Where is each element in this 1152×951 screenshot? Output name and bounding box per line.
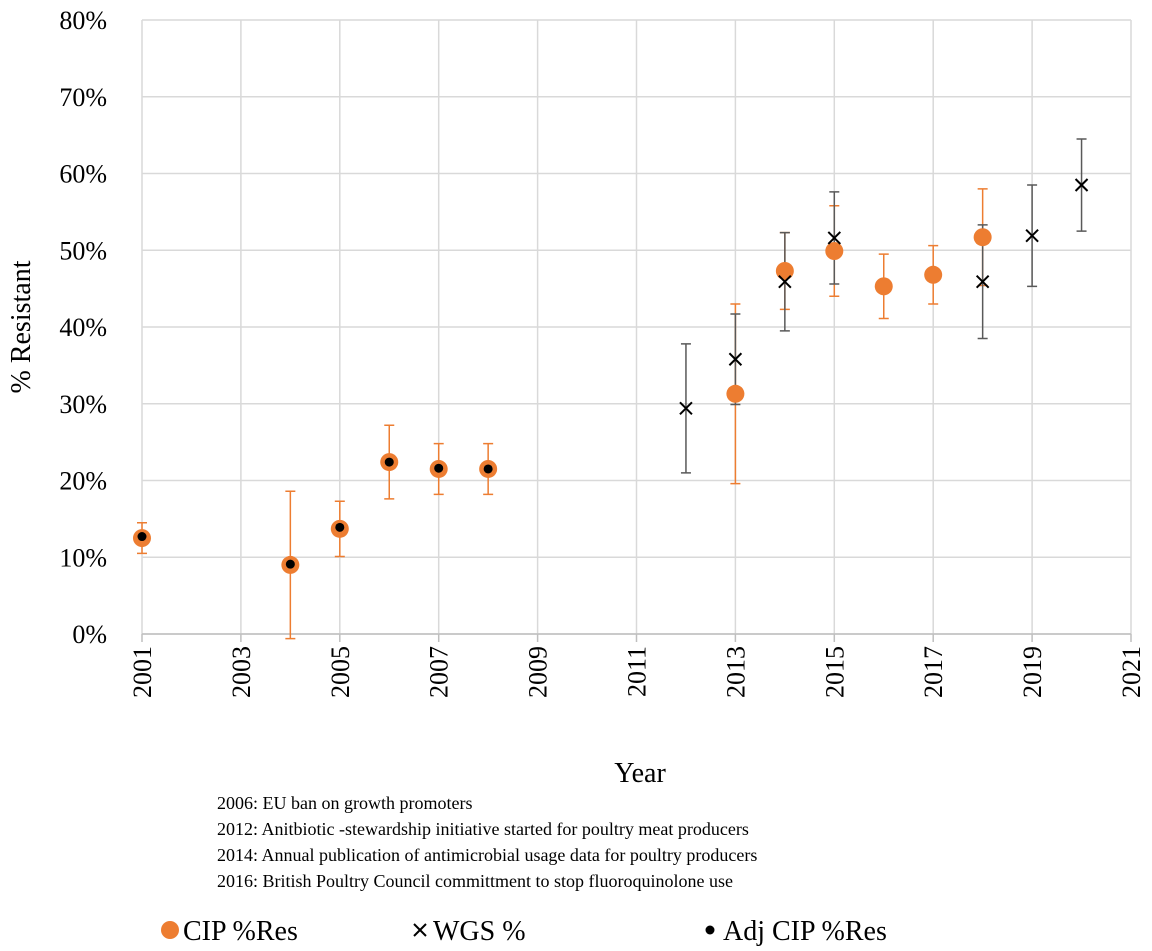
y-axis-title: % Resistant [6, 260, 37, 393]
x-tick-label: 2015 [820, 646, 849, 698]
point [1025, 228, 1039, 243]
point [335, 522, 345, 532]
x-tick-label: 2017 [919, 646, 948, 698]
point [384, 457, 394, 467]
point [679, 401, 693, 416]
legend-label: WGS % [433, 916, 526, 946]
point [285, 559, 295, 569]
x-axis-title: Year [614, 758, 666, 789]
y-tick-label: 30% [59, 390, 107, 419]
x-tick-label: 2011 [623, 646, 652, 697]
point [137, 532, 147, 542]
annotation: 2012: Anitbiotic -stewardship initiative… [217, 819, 749, 839]
point [775, 261, 794, 280]
point [778, 275, 792, 289]
y-tick-label: 50% [59, 236, 107, 265]
annotation: 2014: Annual publication of antimicrobia… [217, 845, 757, 865]
x-tick-label: 2003 [227, 646, 256, 698]
x-tick-label: 2005 [326, 646, 355, 698]
y-tick-label: 20% [59, 467, 107, 496]
x-tick-label: 2009 [524, 646, 553, 698]
point [973, 228, 992, 247]
y-tick-label: 60% [59, 160, 107, 189]
point [874, 277, 893, 296]
annotation: 2006: EU ban on growth promoters [217, 793, 472, 813]
point [434, 463, 444, 473]
x-tick-label: 2001 [128, 646, 157, 698]
x-tick-label: 2021 [1117, 646, 1146, 698]
x-tick-label: 2007 [425, 646, 454, 698]
point [728, 352, 743, 366]
y-tick-label: 70% [59, 83, 107, 112]
legend-marker [413, 923, 427, 937]
y-tick-label: 10% [59, 543, 107, 572]
legend-marker [161, 921, 179, 939]
y-tick-label: 80% [59, 6, 107, 35]
point [726, 384, 745, 403]
y-tick-label: 0% [72, 620, 107, 649]
point [924, 265, 943, 284]
point [975, 275, 990, 289]
legend-label: CIP %Res [183, 916, 298, 946]
point [825, 242, 844, 261]
annotation: 2016: British Poultry Council committmen… [217, 871, 733, 891]
legend-marker [705, 925, 715, 935]
y-tick-label: 40% [59, 313, 107, 342]
point [1074, 178, 1089, 192]
x-tick-label: 2013 [721, 646, 750, 698]
point [827, 231, 842, 245]
x-tick-label: 2019 [1018, 646, 1047, 698]
point [483, 464, 493, 474]
legend-label: Adj CIP %Res [723, 916, 887, 946]
